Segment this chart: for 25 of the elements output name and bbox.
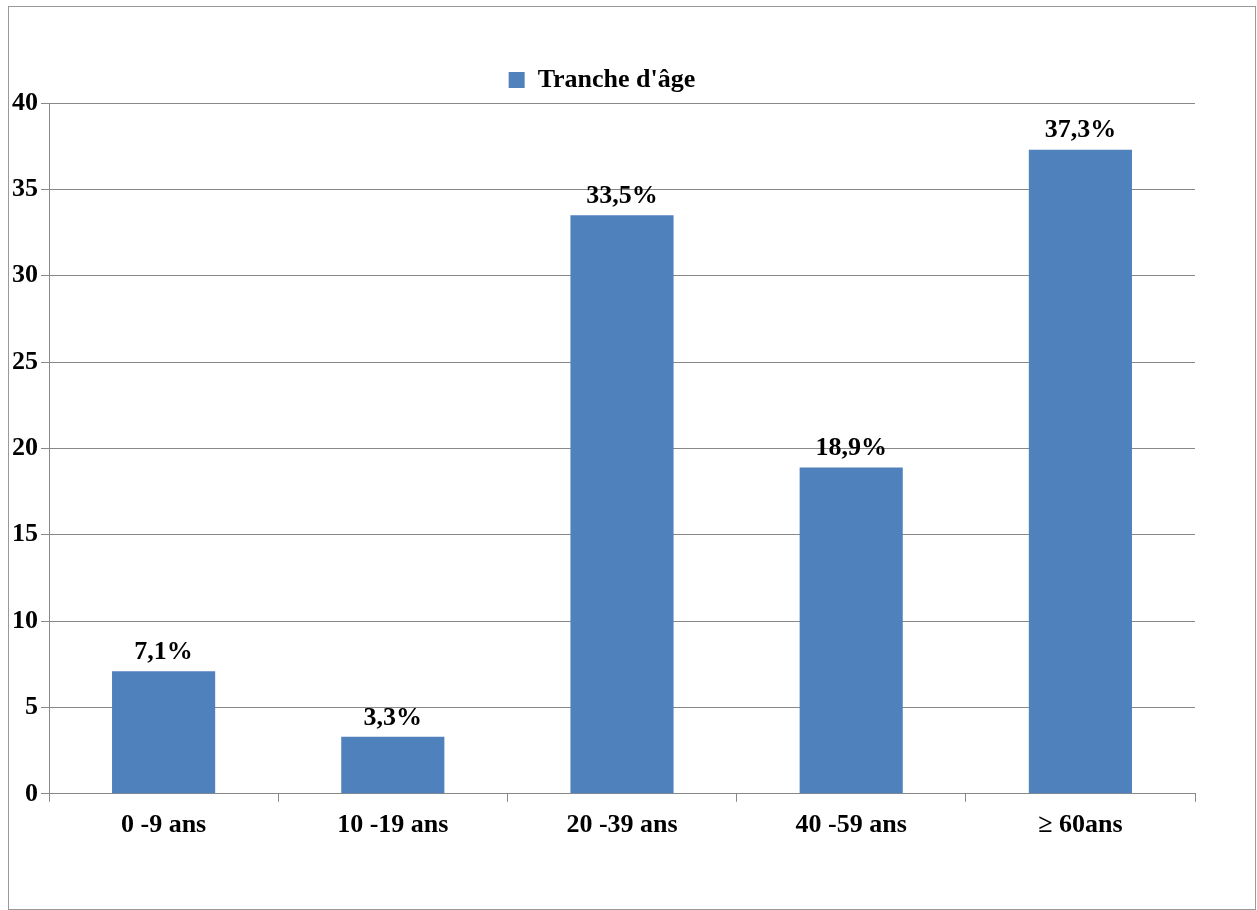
data-label: 37,3%: [1044, 114, 1117, 144]
bar: [799, 467, 903, 794]
bar: [570, 215, 674, 794]
x-tick-label: 20 -39 ans: [566, 809, 678, 839]
y-tick-label: 10: [12, 604, 38, 634]
y-tick-label: 25: [12, 345, 38, 375]
x-tick-label: 10 -19 ans: [337, 809, 449, 839]
y-tick-label: 35: [12, 173, 38, 203]
y-tick-label: 40: [12, 86, 38, 116]
data-label: 7,1%: [134, 635, 193, 665]
legend-label: Tranche d'âge: [537, 63, 696, 93]
y-tick-label: 0: [25, 777, 38, 807]
x-tick-label: 0 -9 ans: [120, 809, 207, 839]
y-tick-label: 20: [12, 432, 38, 462]
x-tick-label: ≥ 60ans: [1038, 809, 1123, 839]
data-label: 3,3%: [363, 701, 423, 731]
y-tick-label: 15: [12, 518, 38, 548]
data-label: 33,5%: [586, 179, 658, 209]
bar: [1028, 149, 1132, 794]
y-tick-label: 30: [12, 259, 38, 289]
bar: [112, 671, 216, 794]
bar: [341, 736, 445, 794]
y-tick-label: 5: [25, 691, 38, 721]
data-label: 18,9%: [815, 432, 887, 462]
x-tick-label: 40 -59 ans: [795, 809, 907, 839]
